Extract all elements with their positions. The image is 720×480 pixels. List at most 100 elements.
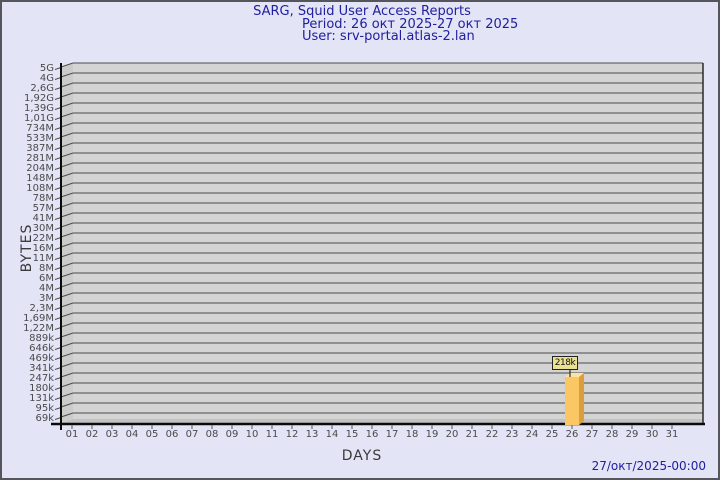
x-tick-label: 18 [405, 429, 419, 440]
y-tick-label: 469k [29, 353, 54, 364]
gridline-depth [60, 292, 74, 298]
report-period: Period: 26 окт 2025-27 окт 2025 [302, 17, 519, 32]
y-tick-label: 4G [39, 73, 54, 84]
x-tick-label: 25 [545, 429, 559, 440]
x-tick-label: 17 [385, 429, 399, 440]
gridline-depth [60, 192, 74, 198]
gridline-depth [60, 402, 74, 408]
y-tick-label: 148M [26, 173, 54, 184]
bar-series [565, 370, 584, 425]
y-tick-label: 95k [35, 403, 54, 414]
y-tick-label: 2,3M [29, 303, 54, 314]
gridline-depth [60, 252, 74, 258]
page-title: SARG, Squid User Access Reports [253, 4, 471, 19]
gridline-depth [60, 322, 74, 328]
y-tick-label: 1,01G [23, 113, 54, 124]
gridline-depth [60, 132, 74, 138]
y-tick-label: 1,69M [23, 313, 54, 324]
x-tick-label: 29 [625, 429, 639, 440]
gridline-depth [60, 242, 74, 248]
y-tick-label: 889k [29, 333, 54, 344]
x-axis-ticks [71, 425, 673, 429]
gridline-depth [60, 332, 74, 338]
y-tick-label: 11M [32, 253, 54, 264]
y-tick-label: 69k [35, 413, 54, 424]
gridline-depth [60, 82, 74, 88]
y-tick-label: 180k [29, 383, 54, 394]
y-tick-label: 204M [26, 163, 54, 174]
gridline-depth [60, 392, 74, 398]
x-tick-label: 24 [525, 429, 539, 440]
y-tick-label: 5G [39, 63, 54, 74]
x-tick-label: 05 [145, 429, 159, 440]
x-tick-label: 20 [445, 429, 459, 440]
y-tick-label: 341k [29, 363, 54, 374]
x-tick-label: 10 [245, 429, 259, 440]
y-tick-label: 16M [32, 243, 54, 254]
x-tick-label: 02 [85, 429, 99, 440]
y-tick-label: 108M [26, 183, 54, 194]
x-tick-label: 19 [425, 429, 439, 440]
gridline-depth [60, 372, 74, 378]
gridline-depth [60, 362, 74, 368]
x-tick-label: 12 [285, 429, 299, 440]
generated-timestamp: 27/окт/2025-00:00 [591, 459, 706, 473]
plot-left-wall [61, 63, 73, 423]
y-tick-label: 1,39G [23, 103, 54, 114]
y-tick-label: 281M [26, 153, 54, 164]
y-tick-label: 22M [32, 233, 54, 244]
gridline-depth [60, 412, 74, 418]
x-tick-label: 31 [665, 429, 679, 440]
x-tick-label: 06 [165, 429, 179, 440]
gridline-depth [60, 92, 74, 98]
y-tick-label: 41M [32, 213, 54, 224]
x-tick-label: 01 [65, 429, 79, 440]
y-tick-label: 131k [29, 393, 54, 404]
gridline-depth [60, 152, 74, 158]
gridlines [54, 62, 703, 420]
gridline-depth [60, 352, 74, 358]
x-tick-label: 22 [485, 429, 499, 440]
x-tick-label: 23 [505, 429, 519, 440]
gridline-depth [60, 312, 74, 318]
y-tick-label: 57M [32, 203, 54, 214]
gridline-depth [60, 282, 74, 288]
gridline-depth [60, 112, 74, 118]
gridline-depth [60, 72, 74, 78]
y-tick-label: 30M [32, 223, 54, 234]
x-tick-label: 21 [465, 429, 479, 440]
gridline-depth [60, 232, 74, 238]
gridline-depth [60, 222, 74, 228]
x-tick-label: 11 [265, 429, 279, 440]
gridline-depth [60, 122, 74, 128]
gridline-depth [60, 182, 74, 188]
y-tick-label: 2,6G [30, 83, 54, 94]
gridline-depth [60, 62, 74, 68]
y-tick-label: 247k [29, 373, 54, 384]
gridline-depth [60, 262, 74, 268]
x-tick-label: 13 [305, 429, 319, 440]
y-tick-label: 6M [39, 273, 54, 284]
x-axis-title: DAYS [341, 448, 383, 464]
x-tick-label: 30 [645, 429, 659, 440]
x-tick-label: 27 [585, 429, 599, 440]
x-tick-label: 26 [565, 429, 579, 440]
gridline-depth [60, 382, 74, 388]
gridline-depth [60, 342, 74, 348]
x-tick-label: 07 [185, 429, 199, 440]
y-tick-label: 3M [39, 293, 54, 304]
x-tick-label: 14 [325, 429, 339, 440]
y-tick-label: 78M [32, 193, 54, 204]
x-tick-label: 28 [605, 429, 619, 440]
y-tick-label: 646k [29, 343, 54, 354]
x-tick-label: 16 [365, 429, 379, 440]
gridline-depth [60, 172, 74, 178]
x-tick-label: 04 [125, 429, 139, 440]
y-tick-label: 387M [26, 143, 54, 154]
gridline-depth [60, 302, 74, 308]
y-tick-label: 734M [26, 123, 54, 134]
gridline-depth [60, 162, 74, 168]
bar [565, 377, 579, 425]
plot-area [73, 63, 703, 419]
